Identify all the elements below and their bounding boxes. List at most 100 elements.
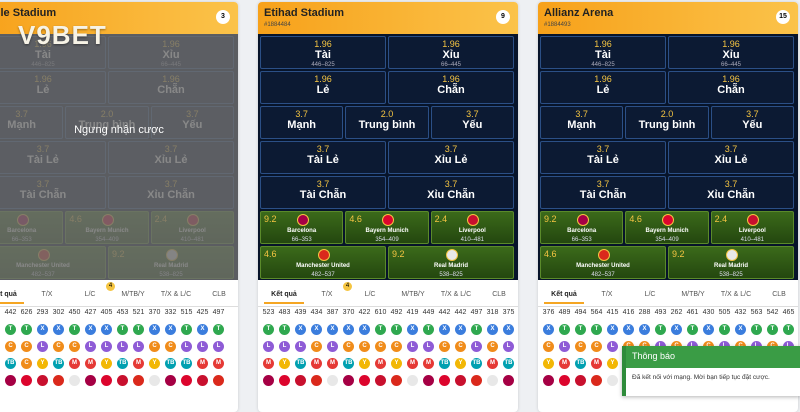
result-dot: Y [607,358,618,369]
number-range: 482–537 [311,272,335,278]
result-tab[interactable]: T/X [601,291,613,298]
result-tab[interactable]: L/C [84,291,96,298]
result-dot: X [703,324,714,335]
result-dot: L [263,341,274,352]
club-dot [85,375,96,386]
team-option[interactable]: 9.2 Barcelona 66–353 [540,211,624,244]
bet-label: Mạnh [287,119,317,131]
club-dot [213,375,224,386]
result-dot: X [671,324,682,335]
team-name: Manchester United [576,263,630,269]
team-name: Bayern Munich [365,228,409,234]
odds: 4.6 [629,214,642,224]
result-dot: TB [53,358,64,369]
team-name: Liverpool [458,228,486,234]
team-option[interactable]: 9.2 Real Madrid 538–825 [388,246,514,279]
result-dot: M [423,358,434,369]
result-tab[interactable]: Kết quả [544,286,584,304]
result-tab[interactable]: L/C [644,291,656,298]
club-dot [391,375,402,386]
result-tab[interactable]: M/TB/Y [121,291,145,298]
result-tab[interactable]: CLB [492,291,506,298]
result-tab[interactable]: T/X [321,291,333,298]
result-dot: T [375,324,386,335]
result-dot: T [117,324,128,335]
result-number: 425 [196,309,209,316]
result-tab[interactable]: Kết quả [0,286,24,304]
result-tab[interactable]: CLB [772,291,786,298]
team-name: Liverpool [738,228,766,234]
team-option[interactable]: 9.2 Real Madrid 538–825 [668,246,794,279]
result-tab[interactable]: T/X & L/C [720,291,752,298]
team-option[interactable]: 2.4 Liverpool 410–481 [710,211,794,244]
result-number: 422 [358,309,371,316]
panel-header: Etihad Stadium #1884484 9 [258,2,518,34]
team-option[interactable]: 4.6 Manchester United 482–537 [540,246,666,279]
result-dot: L [197,341,208,352]
result-dot: L [117,341,128,352]
result-dot: T [213,324,224,335]
result-tab[interactable]: M/TB/Y [401,291,425,298]
result-tab[interactable]: CLB [212,291,226,298]
bet-label: Chẵn [717,84,745,96]
team-crest [318,249,330,261]
result-dot: C [21,358,32,369]
bet-label: Lẻ [596,84,610,96]
team-option[interactable]: 4.6 Manchester United 482–537 [260,246,386,279]
result-number: 461 [686,309,699,316]
result-dot: L [133,341,144,352]
result-tab[interactable]: L/C [364,291,376,298]
team-crest [661,214,674,226]
number-range: 446–825 [311,62,335,68]
result-dot: X [327,324,338,335]
odds: 2.4 [434,214,448,224]
result-number: 521 [132,309,145,316]
result-tab[interactable]: M/TB/Y [681,291,705,298]
result-dot: Y [279,358,290,369]
number-range: 66–445 [440,62,462,68]
result-number: 370 [148,309,161,316]
result-tab[interactable]: T/X & L/C [440,291,472,298]
result-dot: X [455,324,466,335]
club-dot [197,375,208,386]
team-name: Real Madrid [713,263,748,269]
team-option[interactable]: 2.4 Liverpool 410–481 [430,211,514,244]
result-dot: L [503,341,514,352]
result-dot: X [85,324,96,335]
result-tab[interactable]: T/X & L/C [160,291,192,298]
result-number: 465 [782,309,795,316]
match-panel: Allianz Arena #1884493 15 1.96 Tài 446–825 1.9… [538,2,798,412]
result-tab[interactable]: T/X [41,291,53,298]
round-id: #1884493 [544,22,571,28]
team-option[interactable]: 9.2 Barcelona 66–353 [260,211,344,244]
result-tab[interactable]: Kết quả [264,286,304,304]
toast: Thông báo Đã kết nối với mạng. Mời bạn ti… [622,346,800,396]
team-crest [467,214,480,226]
result-dot: L [407,341,418,352]
odds: 1.96 [314,39,332,49]
